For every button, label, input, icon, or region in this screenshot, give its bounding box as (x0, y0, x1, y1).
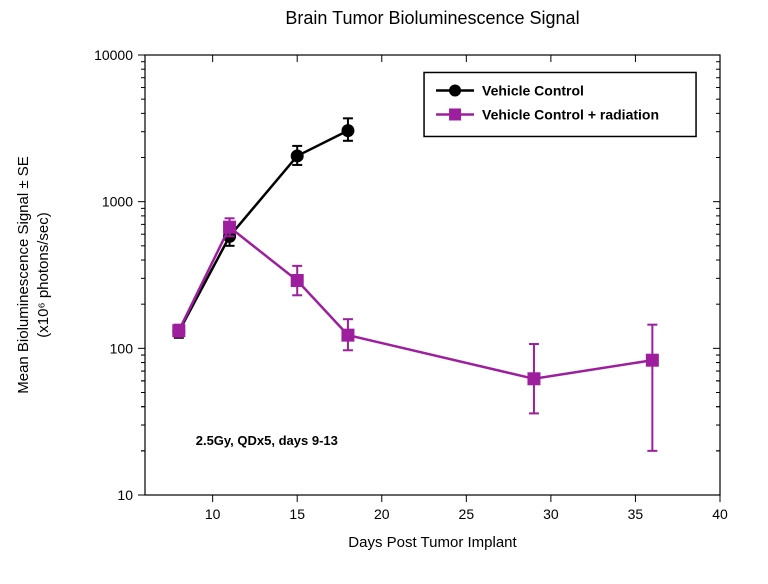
data-point (291, 275, 303, 287)
chart-title: Brain Tumor Bioluminescence Signal (285, 8, 579, 28)
x-axis-label: Days Post Tumor Implant (348, 534, 517, 551)
data-point (528, 373, 540, 385)
data-point (173, 325, 185, 337)
data-point (646, 354, 658, 366)
x-tick-label: 20 (374, 506, 390, 522)
legend-item-label: Vehicle Control (482, 82, 584, 98)
legend-item-label: Vehicle Control + radiation (482, 106, 659, 122)
x-tick-label: 35 (628, 506, 644, 522)
data-point (224, 221, 236, 233)
y-axis-label-line1: Mean Bioluminescence Signal ± SE (15, 156, 32, 394)
x-tick-label: 30 (543, 506, 559, 522)
y-tick-label: 1000 (102, 194, 133, 210)
x-tick-label: 15 (289, 506, 305, 522)
data-point (291, 150, 303, 162)
x-tick-label: 25 (459, 506, 475, 522)
dose-annotation: 2.5Gy, QDx5, days 9-13 (196, 433, 338, 448)
y-tick-label: 10000 (94, 47, 133, 63)
x-tick-label: 40 (712, 506, 728, 522)
data-point (342, 125, 354, 137)
y-axis-label-line2: (x10⁶ photons/sec) (35, 212, 52, 337)
x-tick-label: 10 (205, 506, 221, 522)
y-tick-label: 10 (117, 487, 133, 503)
bioluminescence-chart: Brain Tumor Bioluminescence Signal 10 15 20… (0, 0, 768, 584)
data-point (342, 329, 354, 341)
y-tick-label: 100 (110, 340, 134, 356)
